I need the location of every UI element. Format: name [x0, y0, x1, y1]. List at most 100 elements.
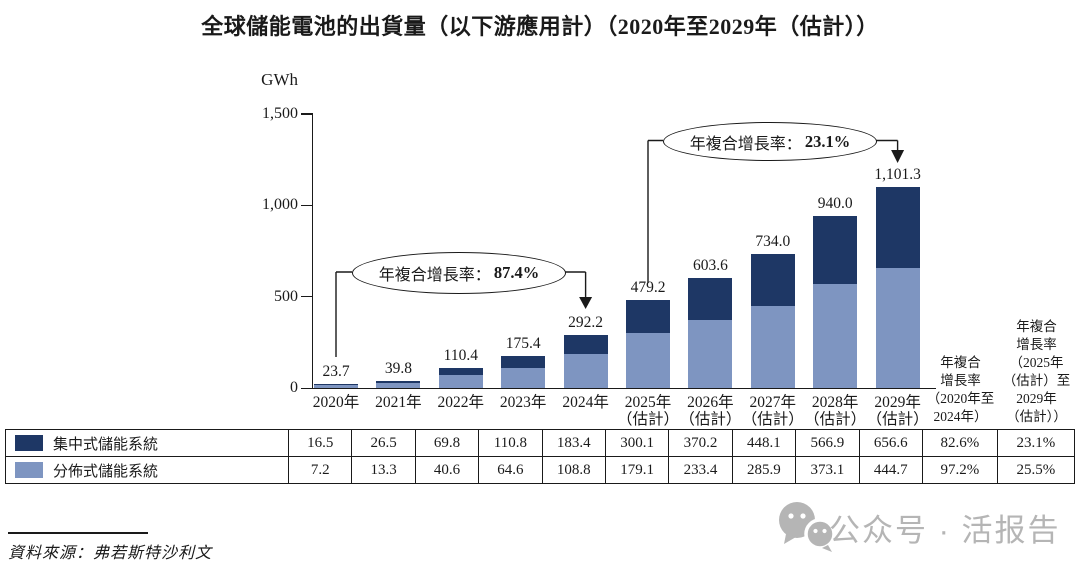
table-value-cell: 26.5	[351, 429, 416, 457]
x-axis-category-label: 2021年	[375, 394, 422, 411]
cagr-header-line: 2029年	[1016, 391, 1057, 406]
table-value-cell: 25.5%	[996, 456, 1075, 484]
cagr-header-line: 2024年）	[933, 409, 988, 424]
bar-total-label: 603.6	[692, 256, 728, 274]
x-axis-category-label: 2022年	[437, 394, 485, 411]
table-row: 分佈式儲能系統 7.2 13.3 40.6 64.6 108.8 179.1 233.4 285…	[5, 456, 1075, 484]
bar-total-label: 292.2	[568, 313, 604, 331]
y-tick-label: 0	[290, 379, 298, 396]
cagr-header-line: （2020年至	[926, 391, 995, 406]
x-axis-category-label: 2025年 （估計）	[616, 394, 679, 428]
cagr-annotation-label: 年複合增長率：	[378, 267, 491, 284]
x-axis-category-label: 2028年 （估計）	[804, 394, 867, 428]
table-value-cell: 566.9	[795, 429, 860, 457]
bar-total-label: 734.0	[755, 232, 791, 250]
table-value-cell: 183.4	[541, 429, 606, 457]
cagr-header-line: 年複合	[1016, 319, 1057, 334]
bar-segment-集中式儲能系統	[376, 383, 421, 388]
bar-segment-集中式儲能系統	[750, 306, 795, 388]
table-value-cell: 373.1	[795, 456, 860, 484]
table-value-cell: 7.2	[287, 456, 353, 484]
legend-cell: 分佈式儲能系統	[5, 456, 289, 484]
data-table-container: 集中式儲能系統 16.5 26.5 69.8 110.8 183.4 300.1 370.2 4…	[5, 429, 1075, 484]
legend-label: 集中式儲能系統	[53, 436, 159, 453]
bar-segment-分佈式儲能系統	[501, 355, 546, 368]
bar-segment-集中式儲能系統	[813, 284, 858, 388]
x-axis-category-label: 2026年 （估計）	[679, 394, 742, 428]
x-axis-category-label: 2029年 （估計）	[866, 394, 929, 428]
x-axis-category-label: 2020年	[312, 394, 360, 411]
cagr-header-line: （2025年	[1009, 355, 1064, 370]
bar-total-label: 940.0	[817, 195, 853, 213]
y-tick-label: 1,000	[262, 196, 298, 214]
cagr-annotation-value: 23.1%	[804, 131, 851, 151]
source-divider	[8, 532, 148, 534]
bar-segment-集中式儲能系統	[314, 384, 358, 388]
cagr-header-line: 增長率	[1016, 337, 1057, 352]
y-tick-mark	[301, 113, 313, 115]
down-arrow-icon	[891, 150, 905, 163]
cagr-annotation-2020-2024: 年複合增長率： 87.4%	[352, 252, 566, 294]
bar-segment-分佈式儲能系統	[875, 186, 920, 269]
legend-swatch	[15, 435, 43, 451]
bar-total-label: 23.7	[322, 362, 350, 380]
bar-segment-分佈式儲能系統	[750, 253, 795, 307]
bar-segment-集中式儲能系統	[438, 375, 483, 388]
bar-segment-分佈式儲能系統	[376, 380, 421, 384]
cagr-header-line: 增長率	[940, 373, 981, 388]
y-tick-label: 1,500	[262, 105, 298, 122]
cagr-annotation-2025-2029: 年複合增長率： 23.1%	[663, 122, 877, 161]
bar-total-label: 479.2	[630, 279, 666, 297]
bar-segment-集中式儲能系統	[563, 354, 608, 388]
bar-segment-集中式儲能系統	[688, 320, 733, 388]
y-tick-mark	[301, 295, 313, 298]
y-axis-line	[311, 114, 313, 388]
bar-segment-集中式儲能系統	[875, 268, 920, 388]
legend-cell: 集中式儲能系統	[5, 429, 289, 457]
cagr-header-line: 年複合	[940, 355, 981, 370]
cagr-header-2020-2024: 年複合增長率 （2020年至 2024年）	[901, 354, 1021, 426]
bar-segment-分佈式儲能系統	[626, 300, 670, 334]
bar-total-label: 1,101.3	[874, 165, 921, 183]
table-value-cell: 285.9	[731, 456, 797, 484]
bar-total-label: 110.4	[443, 346, 478, 364]
y-axis-unit-label: GWh	[261, 70, 298, 89]
bar-segment-分佈式儲能系統	[438, 367, 483, 376]
x-axis-category-label: 2027年 （估計）	[741, 394, 804, 428]
table-value-cell: 110.8	[478, 429, 543, 457]
y-tick-mark	[301, 204, 313, 207]
table-value-cell: 179.1	[604, 456, 670, 484]
bar-segment-分佈式儲能系統	[314, 383, 358, 385]
cagr-header-line: （估計）至	[1002, 373, 1071, 388]
bar-segment-集中式儲能系統	[501, 367, 546, 388]
x-axis-category-label: 2024年	[562, 394, 609, 411]
table-value-cell: 108.8	[541, 456, 606, 484]
chart-title: 全球儲能電池的出貨量（以下游應用計）（2020年至2029年（估計））	[201, 14, 879, 39]
cagr-header-line: （估計））	[1006, 409, 1067, 424]
bar-total-label: 39.8	[384, 359, 412, 377]
source-text: 資料來源：弗若斯特沙利文	[8, 545, 213, 562]
watermark-text: 公众号 · 活报告	[829, 513, 1061, 548]
bar-segment-集中式儲能系統	[626, 333, 670, 388]
x-axis-line	[301, 387, 936, 390]
table-value-cell: 444.7	[858, 456, 923, 484]
bar-segment-分佈式儲能系統	[688, 277, 733, 321]
table-value-cell: 233.4	[668, 456, 733, 484]
table-value-cell: 97.2%	[921, 456, 998, 484]
cagr-annotation-label: 年複合增長率：	[689, 135, 802, 153]
table-value-cell: 40.6	[414, 456, 480, 484]
bar-segment-分佈式儲能系統	[813, 216, 858, 285]
x-axis-category-label: 2023年	[499, 394, 547, 411]
wechat-icon	[779, 502, 836, 552]
data-table: 集中式儲能系統 16.5 26.5 69.8 110.8 183.4 300.1 370.2 4…	[5, 429, 1075, 484]
cagr-annotation-value: 87.4%	[493, 263, 540, 282]
down-arrow-icon	[579, 297, 593, 309]
bar-segment-分佈式儲能系統	[563, 334, 608, 355]
bar-total-label: 175.4	[505, 334, 541, 352]
y-tick-label: 500	[274, 287, 298, 305]
legend-label: 分佈式儲能系統	[53, 463, 159, 480]
cagr-header-2025-2029: 年複合增長率 （2025年 （估計）至 2029年 （估計））	[977, 318, 1080, 426]
table-value-cell: 370.2	[668, 429, 733, 457]
